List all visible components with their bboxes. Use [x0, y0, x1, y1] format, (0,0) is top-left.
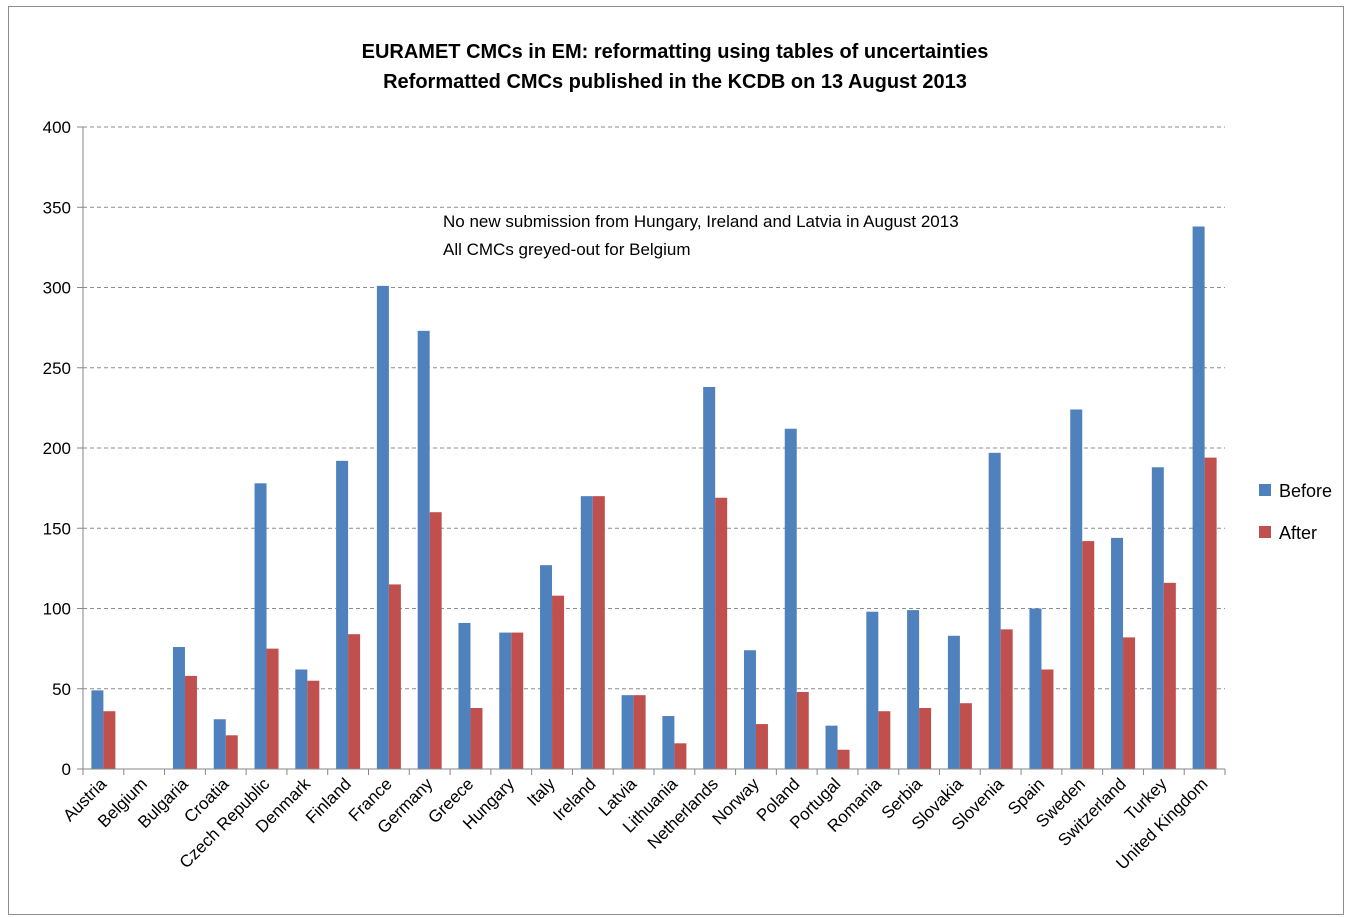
legend-swatch-after: [1259, 526, 1271, 538]
bar-after-5: [307, 680, 320, 769]
bar-after-14: [674, 743, 687, 769]
bar-before-2: [172, 647, 185, 769]
bar-before-24: [1070, 409, 1083, 769]
x-tick-label-11: Italy: [523, 774, 559, 810]
bar-before-3: [213, 719, 226, 769]
bar-after-26: [1163, 582, 1176, 769]
bar-after-4: [266, 648, 279, 769]
y-tick-label-300: 300: [43, 279, 71, 298]
chart-subtitle: Reformatted CMCs published in the KCDB o…: [383, 71, 967, 93]
bar-before-0: [91, 690, 104, 769]
bar-before-15: [703, 387, 716, 769]
bar-before-19: [866, 611, 879, 769]
bar-before-26: [1151, 467, 1164, 769]
bar-before-27: [1192, 226, 1205, 769]
bar-before-17: [784, 428, 797, 769]
y-tick-label-200: 200: [43, 439, 71, 458]
bar-before-12: [580, 496, 593, 769]
bar-after-15: [715, 497, 728, 769]
y-tick-label-400: 400: [43, 118, 71, 137]
bar-after-8: [429, 512, 442, 769]
bar-after-2: [184, 675, 197, 769]
annotation-belgium: All CMCs greyed-out for Belgium: [443, 240, 691, 259]
y-axis-tick-labels: 0 50 100 150 200 250 300 350 400: [43, 118, 71, 779]
bar-after-17: [796, 691, 809, 769]
legend-swatch-before: [1259, 484, 1271, 496]
x-tick-label-12: Ireland: [549, 774, 599, 824]
y-tick-label-350: 350: [43, 198, 71, 217]
bar-after-12: [592, 496, 605, 769]
bar-before-22: [988, 452, 1001, 769]
bars: [91, 226, 1217, 769]
bar-after-24: [1082, 541, 1095, 769]
gridlines: [83, 126, 1225, 690]
bar-before-18: [825, 725, 838, 769]
bar-before-11: [540, 565, 553, 769]
bar-after-20: [919, 708, 932, 769]
bar-before-23: [1029, 608, 1042, 769]
bar-before-20: [907, 610, 920, 769]
bar-after-19: [878, 711, 891, 769]
bar-after-10: [511, 632, 524, 769]
legend: Before After: [1259, 481, 1332, 543]
bar-after-27: [1204, 457, 1217, 769]
bar-before-16: [743, 650, 756, 769]
bar-after-16: [755, 724, 768, 769]
bar-before-25: [1111, 537, 1124, 769]
bar-before-9: [458, 622, 471, 769]
x-tick-label-6: Finland: [302, 774, 355, 827]
bar-after-21: [959, 703, 972, 769]
bar-before-6: [336, 460, 349, 769]
x-tick-label-16: Norway: [709, 774, 764, 829]
bar-chart: EURAMET CMCs in EM: reformatting using t…: [43, 41, 1332, 873]
bar-after-23: [1041, 669, 1054, 769]
bar-after-11: [552, 595, 565, 769]
bar-after-18: [837, 749, 850, 769]
bar-before-13: [621, 695, 634, 769]
bar-before-8: [417, 330, 430, 769]
legend-label-after: After: [1279, 523, 1317, 543]
y-tick-label-50: 50: [52, 680, 71, 699]
chart-title: EURAMET CMCs in EM: reformatting using t…: [362, 41, 989, 63]
bar-after-25: [1123, 637, 1136, 769]
bar-after-9: [470, 708, 483, 769]
y-tick-label-250: 250: [43, 359, 71, 378]
bar-after-6: [348, 634, 361, 769]
bar-before-4: [254, 483, 267, 769]
bar-before-10: [499, 632, 512, 769]
bar-after-13: [633, 695, 646, 769]
bar-before-14: [662, 716, 675, 769]
chart-frame: EURAMET CMCs in EM: reformatting using t…: [8, 6, 1344, 915]
axes: [77, 126, 1226, 775]
y-tick-label-100: 100: [43, 600, 71, 619]
annotation-no-submission: No new submission from Hungary, Ireland …: [443, 212, 959, 231]
bar-before-7: [376, 285, 389, 769]
legend-label-before: Before: [1279, 481, 1332, 501]
bar-after-0: [103, 711, 116, 769]
bar-before-21: [947, 635, 960, 769]
bar-after-22: [1000, 629, 1013, 769]
y-tick-label-0: 0: [62, 760, 71, 779]
bar-after-3: [225, 735, 238, 769]
bar-after-7: [388, 584, 401, 769]
y-tick-label-150: 150: [43, 519, 71, 538]
bar-before-5: [295, 669, 308, 769]
